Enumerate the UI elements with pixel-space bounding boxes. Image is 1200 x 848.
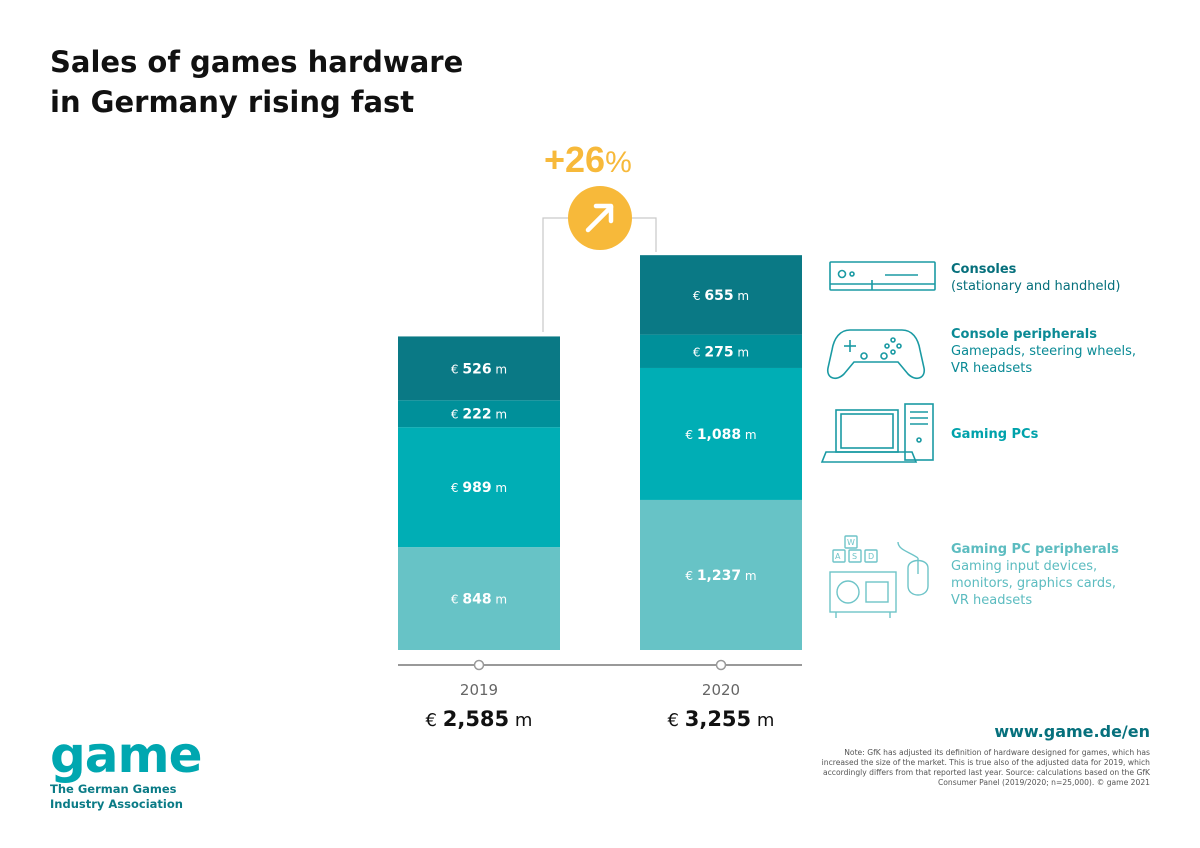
logo-subtitle-1: The German Games — [50, 782, 177, 796]
currency-symbol: € — [668, 710, 685, 731]
pc-peripherals-icon: W A S D — [829, 535, 929, 618]
gamepad-icon — [826, 329, 926, 380]
legend-item-console-peripherals: Console peripherals Gamepads, steering w… — [951, 326, 1151, 377]
legend-name-gaming-pc-peripherals: Gaming PC peripherals — [951, 542, 1119, 557]
bar-value-label: € 989 m — [451, 480, 507, 496]
bar-segment-2020-1 — [640, 367, 802, 500]
unit-label: m — [492, 408, 508, 422]
bar-segment-2020-3 — [640, 255, 802, 335]
year-label: 2020 — [702, 681, 740, 699]
logo-wordmark: game — [50, 726, 203, 784]
unit-label: m — [741, 569, 757, 583]
currency-symbol: € — [451, 481, 462, 495]
game-logo: game The German Games Industry Associati… — [50, 726, 203, 812]
bar-segment-2019-3 — [398, 336, 560, 401]
value-number: 1,088 — [697, 427, 741, 443]
growth-indicator: +26% — [542, 139, 657, 332]
logo-subtitle-2: Industry Association — [50, 797, 183, 811]
total-label: € 3,255 m — [668, 707, 775, 731]
unit-label: m — [734, 289, 750, 303]
currency-symbol: € — [685, 569, 696, 583]
value-number: 1,237 — [697, 568, 741, 584]
gaming-pc-icon — [820, 403, 934, 463]
value-number: 989 — [462, 480, 491, 496]
bar-segment-2020-2 — [640, 334, 802, 368]
unit-label: m — [492, 481, 508, 495]
legend-item-gaming-pc-peripherals: Gaming PC peripherals Gaming input devic… — [951, 541, 1136, 609]
unit-label: m — [509, 710, 532, 731]
bar-segment-2019-2 — [398, 400, 560, 428]
svg-text:D: D — [868, 552, 874, 561]
growth-unit: % — [605, 146, 632, 179]
category-labels: 2019 € 2,585 m 2020 € 3,255 m — [426, 681, 775, 731]
currency-symbol: € — [451, 408, 462, 422]
total-label: € 2,585 m — [426, 707, 533, 731]
arrow-up-right-icon — [585, 203, 614, 233]
value-number: 848 — [462, 592, 491, 608]
unit-label: m — [492, 593, 508, 607]
bar-value-label: € 222 m — [451, 407, 507, 423]
bars-layer: € 848 m€ 989 m€ 222 m€ 526 m€ 1,237 m€ 1… — [398, 255, 802, 650]
bar-segment-2019-0 — [398, 547, 560, 650]
bar-value-label: € 655 m — [693, 288, 749, 304]
unit-label: m — [734, 345, 750, 359]
bar-value-label: € 848 m — [451, 592, 507, 608]
console-icon — [829, 261, 936, 291]
legend-name-console-peripherals: Console peripherals — [951, 327, 1097, 342]
currency-symbol: € — [451, 593, 462, 607]
legend-desc-consoles: (stationary and handheld) — [951, 279, 1121, 294]
legend-item-consoles: Consoles (stationary and handheld) — [951, 261, 1120, 295]
page-title: Sales of games hardware in Germany risin… — [50, 42, 570, 122]
footnote: Note: GfK has adjusted its definition of… — [821, 748, 1150, 787]
growth-number: +26 — [544, 139, 605, 180]
unit-label: m — [751, 710, 774, 731]
legend-item-gaming-pcs: Gaming PCs — [951, 426, 1038, 443]
svg-text:S: S — [852, 552, 857, 561]
unit-label: m — [492, 362, 508, 376]
axis-tick-marker — [473, 659, 485, 671]
legend-name-consoles: Consoles — [951, 262, 1017, 277]
currency-symbol: € — [451, 362, 462, 376]
bar-segment-2020-0 — [640, 499, 802, 650]
bar-value-label: € 1,237 m — [685, 568, 756, 584]
year-label: 2019 — [460, 681, 498, 699]
value-number: 222 — [462, 407, 491, 423]
growth-value: +26% — [544, 139, 632, 180]
bar-value-label: € 526 m — [451, 361, 507, 377]
website-link[interactable]: www.game.de/en — [994, 722, 1150, 741]
unit-label: m — [741, 428, 757, 442]
currency-symbol: € — [693, 345, 704, 359]
value-number: 275 — [704, 344, 733, 360]
growth-connector — [630, 217, 657, 252]
total-number: 2,585 — [443, 707, 509, 731]
growth-connector — [542, 217, 570, 332]
currency-symbol: € — [693, 289, 704, 303]
legend-desc-console-peripherals: Gamepads, steering wheels, VR headsets — [951, 344, 1137, 376]
legend-name-gaming-pcs: Gaming PCs — [951, 427, 1039, 442]
x-axis — [398, 659, 802, 671]
total-number: 3,255 — [685, 707, 751, 731]
legend-desc-gaming-pc-peripherals: Gaming input devices, monitors, graphics… — [951, 559, 1117, 608]
value-number: 655 — [704, 288, 733, 304]
bar-value-label: € 275 m — [693, 344, 749, 360]
title-line-2: in Germany rising fast — [50, 85, 415, 119]
currency-symbol: € — [685, 428, 696, 442]
bar-segment-2019-1 — [398, 427, 560, 548]
svg-text:A: A — [835, 552, 841, 561]
axis-tick-marker — [715, 659, 727, 671]
svg-text:W: W — [847, 538, 855, 547]
bar-value-label: € 1,088 m — [685, 427, 756, 443]
currency-symbol: € — [426, 710, 443, 731]
title-line-1: Sales of games hardware — [50, 45, 464, 79]
value-number: 526 — [462, 361, 491, 377]
